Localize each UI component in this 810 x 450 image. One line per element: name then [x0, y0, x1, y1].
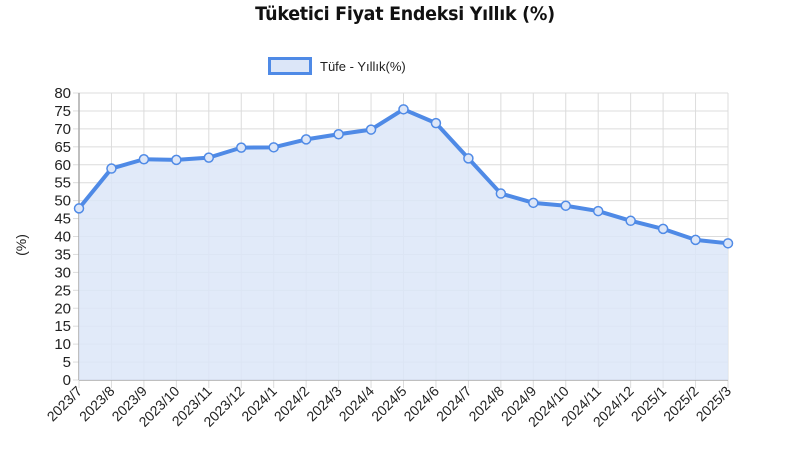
data-point [463, 153, 474, 164]
data-point [171, 154, 182, 166]
data-point [722, 238, 734, 249]
x-tick-label: 2024/6 [400, 383, 442, 425]
x-tick-label: 2024/8 [465, 383, 507, 425]
x-tick-label: 2024/1 [238, 383, 280, 425]
y-tick-label: 30 [54, 264, 71, 281]
data-point [398, 104, 409, 115]
data-point [138, 154, 150, 165]
data-point [625, 215, 636, 227]
data-point [268, 142, 279, 153]
data-point [300, 134, 312, 145]
x-tick-label: 2024/2 [271, 383, 313, 425]
y-tick-label: 40 [54, 229, 71, 246]
data-point [236, 142, 247, 153]
legend-swatch [268, 57, 312, 75]
data-point [430, 117, 442, 129]
legend-label: Tüfe - Yıllık(%) [320, 58, 406, 74]
y-tick-label: 50 [54, 193, 71, 210]
y-tick-label: 45 [54, 211, 71, 228]
x-tick-label: 2024/3 [303, 383, 345, 425]
chart-title: Tüketici Fiyat Endeksi Yıllık (%) [255, 3, 555, 25]
data-point [560, 200, 571, 211]
data-point [528, 197, 539, 209]
y-tick-label: 75 [54, 103, 71, 120]
y-tick-label: 10 [54, 336, 71, 353]
y-tick-label: 15 [54, 318, 71, 335]
data-point [73, 203, 85, 214]
data-point [592, 205, 604, 217]
y-tick-label: 55 [54, 175, 71, 192]
y-tick-label: 25 [54, 282, 71, 299]
y-tick-label: 20 [54, 300, 71, 317]
x-tick-label: 2023/8 [76, 383, 118, 425]
data-point [690, 234, 701, 246]
data-point [203, 152, 215, 163]
data-point [495, 188, 507, 199]
data-point [657, 223, 669, 235]
y-tick-label: 80 [54, 85, 71, 102]
y-tick-label: 65 [54, 139, 71, 156]
y-tick-label: 60 [54, 157, 71, 174]
y-tick-label: 0 [63, 372, 71, 389]
y-tick-label: 35 [54, 246, 71, 263]
area-fill [79, 109, 728, 381]
data-point [333, 129, 344, 140]
x-tick-label: 2025/3 [693, 383, 735, 425]
x-tick-label: 2024/7 [433, 383, 475, 425]
x-tick-label: 2025/1 [628, 383, 670, 425]
data-point [106, 163, 117, 174]
x-tick-label: 2025/2 [660, 383, 702, 425]
y-tick-label: 70 [54, 121, 71, 138]
legend[interactable]: Tüfe - Yıllık(%) [268, 57, 406, 75]
y-tick-label: 5 [63, 354, 71, 371]
x-tick-label: 2024/4 [336, 383, 378, 425]
x-tick-label: 2024/5 [368, 383, 410, 425]
data-point [365, 124, 377, 135]
